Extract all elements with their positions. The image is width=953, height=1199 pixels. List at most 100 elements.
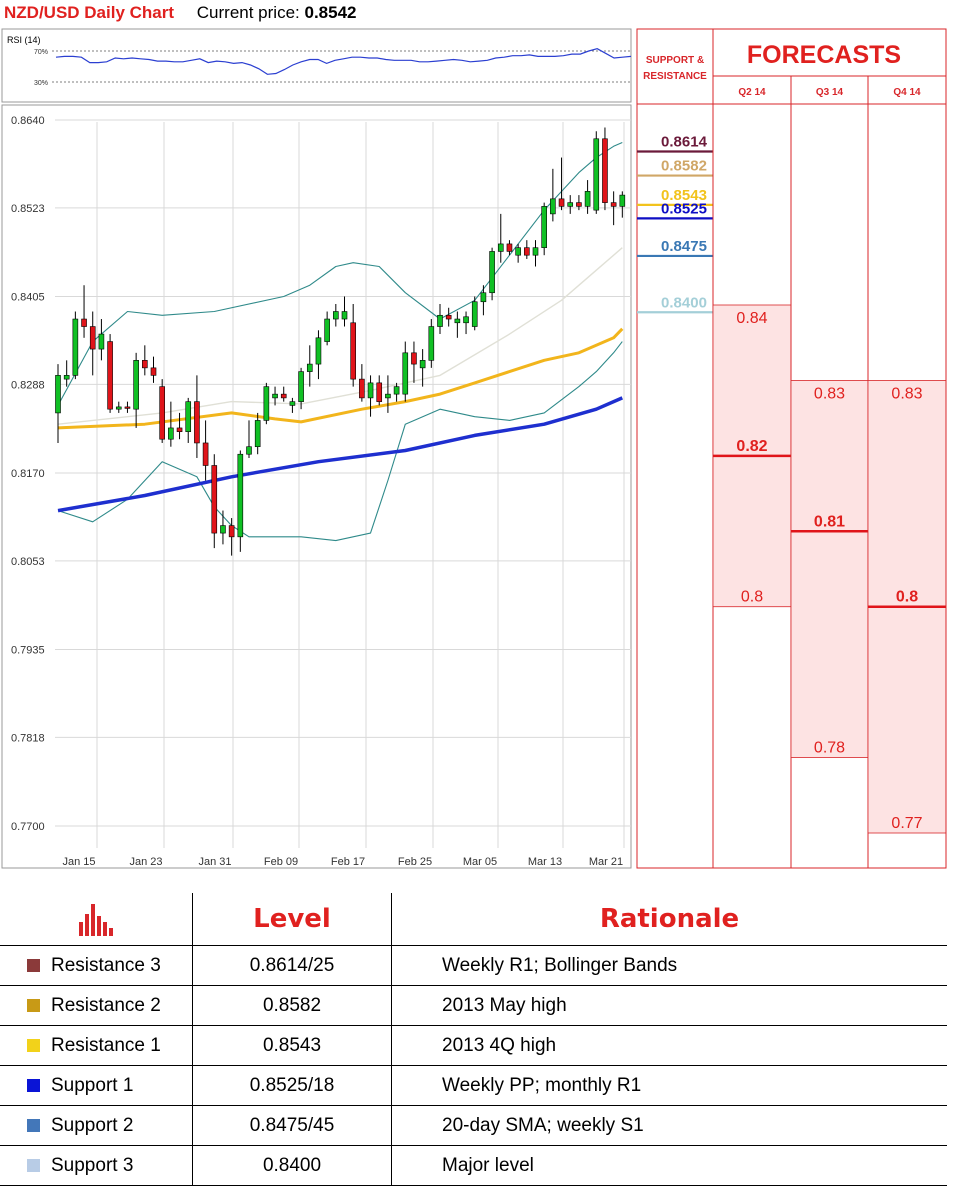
forecasts-title: FORECASTS — [747, 41, 901, 69]
candle-body — [324, 318, 330, 342]
candle-body — [306, 363, 313, 372]
level-color-swatch — [27, 958, 40, 972]
sr-label-line2: RESISTANCE — [643, 71, 707, 82]
rsi-panel: RSI (14) 70% 30% — [1, 28, 632, 103]
x-tick-label: Feb 09 — [264, 856, 298, 868]
candle-body — [619, 194, 626, 207]
candle-body — [437, 314, 443, 327]
candle — [237, 450, 244, 552]
forecast-low-value: 0.78 — [814, 740, 845, 757]
candle-body — [107, 341, 113, 410]
candle — [489, 247, 495, 301]
row-name: Support 1 — [51, 1074, 134, 1096]
candle-body — [115, 406, 122, 410]
candle — [306, 345, 313, 387]
level-color-swatch — [27, 1038, 40, 1052]
table-row: Support 3 0.8400 Major level — [0, 1145, 947, 1186]
candle — [124, 401, 131, 413]
candle — [428, 319, 435, 368]
level-value: 0.8582 — [661, 158, 707, 175]
candle-body — [445, 314, 452, 320]
candle — [185, 397, 192, 443]
row-name-cell: Support 2 — [0, 1105, 193, 1146]
candle-body — [428, 326, 435, 361]
candle-body — [289, 401, 296, 406]
candle — [159, 379, 165, 443]
candle-body — [411, 352, 417, 365]
row-rationale: 2013 4Q high — [391, 1025, 947, 1066]
table-row: Support 1 0.8525/18 Weekly PP; monthly R1 — [0, 1065, 947, 1106]
x-tick-label: Feb 17 — [331, 856, 365, 868]
x-tick-label: Mar 05 — [463, 856, 497, 868]
candle — [89, 311, 96, 376]
chart-header: NZD/USD Daily Chart Current price: 0.854… — [4, 3, 356, 25]
candle — [393, 382, 400, 402]
candle — [280, 386, 287, 402]
candle-body — [202, 442, 209, 466]
candle-body — [237, 453, 244, 538]
row-name: Support 2 — [51, 1114, 134, 1136]
row-rationale: Weekly R1; Bollinger Bands — [391, 945, 947, 986]
level-value: 0.8400 — [661, 294, 707, 311]
candle — [524, 240, 530, 259]
price-panel: 0.8640 0.8523 0.8405 0.8288 0.8170 0.8053 0.79… — [1, 104, 632, 869]
candle-body — [576, 202, 582, 207]
candle — [558, 157, 565, 211]
level-value: 0.8543 — [661, 187, 707, 204]
candle — [289, 397, 296, 413]
row-level: 0.8475/45 — [192, 1105, 392, 1146]
candle-body — [350, 322, 356, 380]
candle-body — [168, 427, 174, 440]
row-name-cell: Support 1 — [0, 1065, 193, 1106]
candle-body — [489, 251, 495, 294]
candle-body — [506, 243, 513, 252]
candle-body — [454, 318, 461, 324]
candle — [350, 304, 356, 387]
support-resistance-panel: SUPPORT & RESISTANCE 0.86140.85820.85430… — [636, 28, 714, 869]
chart-area: RSI (14) 70% 30% 0.8640 0.8523 0.8405 0.828… — [1, 28, 947, 869]
header-icon-cell — [0, 893, 193, 946]
y-tick-label: 0.7818 — [11, 732, 45, 744]
candle — [480, 285, 487, 316]
chart-title: NZD/USD Daily Chart — [4, 3, 175, 22]
row-rationale: 20-day SMA; weekly S1 — [391, 1105, 947, 1146]
table-row: Support 2 0.8475/45 20-day SMA; weekly S1 — [0, 1105, 947, 1146]
rsi-line — [55, 48, 632, 75]
candle — [254, 412, 261, 455]
table-row: Resistance 3 0.8614/25 Weekly R1; Bollinge… — [0, 945, 947, 986]
candle — [341, 296, 348, 327]
forecast-col-label: Q4 14 — [893, 87, 921, 98]
row-name-cell: Resistance 1 — [0, 1025, 193, 1066]
sma-100-line — [57, 327, 624, 430]
y-tick-label: 0.8405 — [11, 292, 45, 304]
candle-body — [263, 386, 270, 421]
candle — [550, 168, 556, 222]
candle — [176, 412, 183, 440]
candle — [150, 356, 157, 383]
level-color-swatch — [27, 1118, 40, 1132]
y-tick-label: 0.8640 — [11, 115, 45, 127]
level-color-swatch — [27, 998, 40, 1012]
y-tick-label: 0.7935 — [11, 645, 45, 657]
table-row: Resistance 2 0.8582 2013 May high — [0, 985, 947, 1026]
candle-body — [55, 375, 61, 414]
candle — [602, 127, 608, 211]
forecast-low-value: 0.8 — [741, 589, 763, 606]
row-level: 0.8400 — [192, 1145, 392, 1186]
candle-body — [532, 247, 539, 256]
candle-body — [567, 202, 574, 207]
candle — [107, 334, 113, 413]
candle — [324, 311, 330, 346]
candle — [55, 364, 61, 443]
candle — [454, 311, 461, 338]
x-tick-label: Feb 25 — [398, 856, 432, 868]
candle — [445, 307, 452, 327]
level-color-swatch — [27, 1158, 40, 1172]
bollinger-upper-line — [57, 141, 623, 406]
forecast-col-label: Q3 14 — [816, 87, 844, 98]
candle-body — [133, 360, 139, 410]
candle-body — [272, 393, 278, 399]
candle-body — [341, 311, 348, 320]
rsi-label: RSI (14) — [7, 35, 41, 45]
row-rationale: Weekly PP; monthly R1 — [391, 1065, 947, 1106]
